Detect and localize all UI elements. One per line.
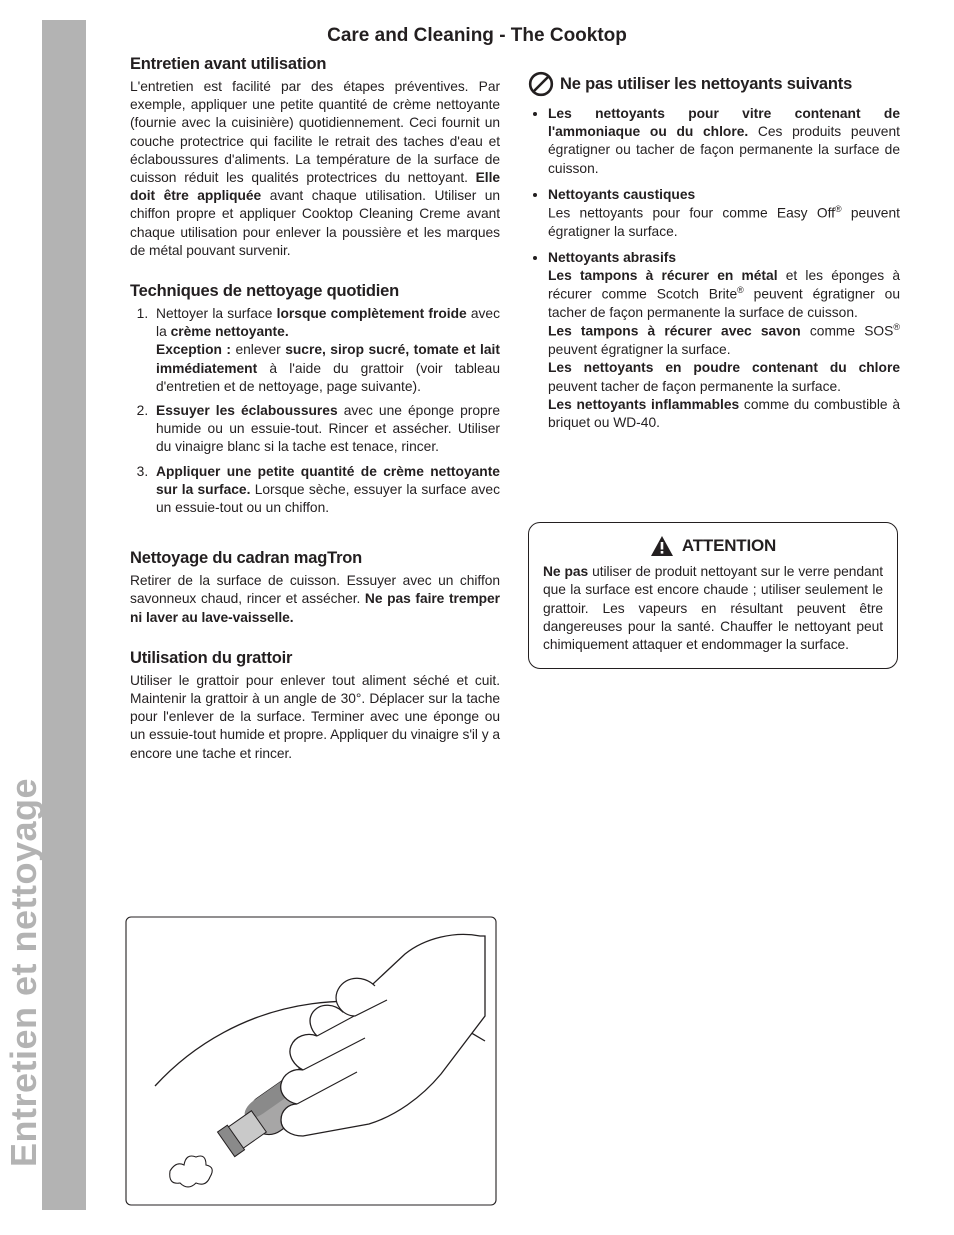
scraper-illustration [125,916,497,1206]
list-item: Nettoyer la surface lorsque complètement… [152,305,500,396]
prohibit-icon [528,71,554,97]
body-magtron: Retirer de la surface de cuisson. Essuye… [130,572,500,627]
list-item: Les nettoyants pour vitre contenant de l… [548,105,900,178]
body-entretien-avant: L'entretien est facilité par des étapes … [130,78,500,260]
heading-do-not-use: Ne pas utiliser les nettoyants suivants [528,71,900,97]
attention-heading-text: ATTENTION [682,536,776,556]
heading-techniques: Techniques de nettoyage quotidien [130,282,500,301]
attention-heading: ATTENTION [543,535,883,557]
list-item: Nettoyants abrasifsLes tampons à récurer… [548,249,900,432]
section-entretien-avant: Entretien avant utilisation L'entretien … [130,55,500,260]
warning-icon [650,535,674,557]
list-do-not-use: Les nettoyants pour vitre contenant de l… [528,105,900,432]
heading-magtron: Nettoyage du cadran magTron [130,549,500,568]
section-techniques: Techniques de nettoyage quotidien Nettoy… [130,282,500,517]
list-item: Nettoyants caustiquesLes nettoyants pour… [548,186,900,241]
attention-box: ATTENTION Ne pas utiliser de produit net… [528,522,898,669]
list-techniques: Nettoyer la surface lorsque complètement… [130,305,500,517]
heading-do-not-use-text: Ne pas utiliser les nettoyants suivants [560,75,852,94]
section-grattoir: Utilisation du grattoir Utiliser le grat… [130,649,500,763]
sidebar-section-label: Entretien et nettoyage [3,778,45,1167]
content-columns: Entretien avant utilisation L'entretien … [130,55,900,785]
right-column: Ne pas utiliser les nettoyants suivants … [528,55,900,785]
list-item: Essuyer les éclaboussures avec une épong… [152,402,500,457]
sidebar-band [42,20,86,1210]
heading-entretien-avant: Entretien avant utilisation [130,55,500,74]
list-item: Appliquer une petite quantité de crème n… [152,463,500,518]
body-grattoir: Utiliser le grattoir pour enlever tout a… [130,672,500,763]
attention-body: Ne pas utiliser de produit nettoyant sur… [543,563,883,654]
page-title: Care and Cleaning - The Cooktop [0,25,954,47]
heading-grattoir: Utilisation du grattoir [130,649,500,668]
left-column: Entretien avant utilisation L'entretien … [130,55,500,785]
section-magtron: Nettoyage du cadran magTron Retirer de l… [130,549,500,627]
